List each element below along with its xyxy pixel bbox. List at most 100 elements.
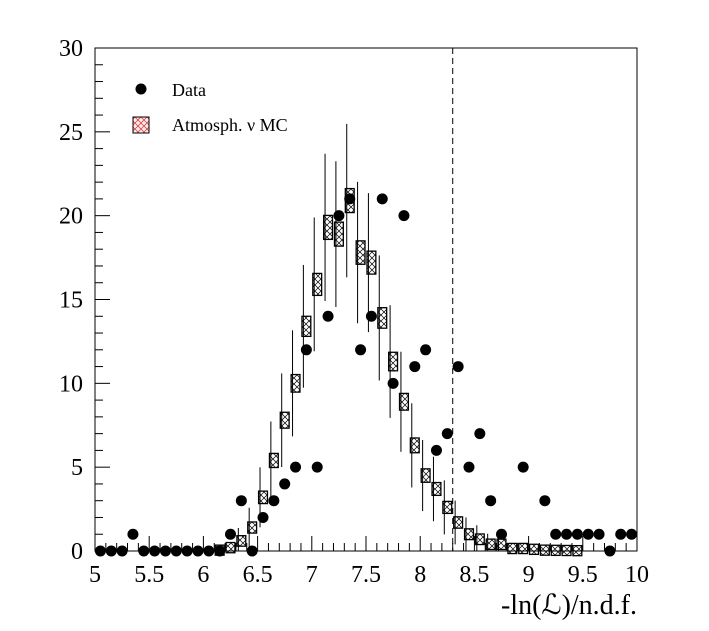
x-tick-label: 9.5: [568, 562, 598, 588]
x-tick-label: 8.5: [459, 562, 489, 588]
mc-box: [257, 490, 269, 505]
legend-mc-label: Atmosph. ν MC: [172, 115, 288, 135]
legend-data-label: Data: [172, 80, 206, 100]
y-tick-label: 30: [59, 36, 83, 62]
y-tick-label: 25: [59, 120, 83, 146]
x-axis-label: -ln(ℒ)/n.d.f.: [501, 590, 637, 621]
data-point: [257, 511, 269, 523]
data-point: [344, 193, 356, 205]
x-tick-label: 10: [625, 562, 649, 588]
data-point: [138, 545, 150, 557]
data-point: [387, 377, 399, 389]
data-point: [214, 545, 226, 557]
y-tick-label: 5: [71, 455, 83, 481]
y-tick-label: 10: [59, 371, 83, 397]
x-tick-label: 9: [523, 562, 535, 588]
mc-box: [268, 452, 279, 469]
data-point: [430, 444, 442, 456]
data-point: [452, 361, 464, 373]
legend-data-marker: [135, 83, 147, 95]
mc-box: [409, 437, 420, 454]
mc-box: [333, 221, 344, 247]
data-point: [203, 545, 215, 557]
data-point: [300, 344, 312, 356]
data-point: [463, 461, 475, 473]
mc-box: [301, 315, 312, 338]
mc-box: [561, 544, 572, 557]
mc-box: [366, 250, 377, 275]
data-point: [290, 461, 302, 473]
data-point: [571, 528, 583, 540]
data-point: [355, 344, 367, 356]
x-tick-label: 5: [89, 562, 101, 588]
data-point: [116, 545, 128, 557]
data-point: [550, 528, 562, 540]
data-point: [365, 310, 377, 322]
data-point: [149, 545, 161, 557]
mc-box: [442, 500, 453, 515]
mc-box: [431, 481, 442, 497]
y-tick-label: 0: [71, 539, 83, 565]
mc-box: [550, 544, 561, 557]
mc-box: [388, 351, 399, 372]
data-point: [268, 495, 280, 507]
data-point: [539, 495, 551, 507]
data-point: [235, 495, 247, 507]
mc-box: [398, 392, 410, 411]
mc-box: [355, 240, 366, 265]
data-point: [496, 528, 507, 540]
mc-box: [528, 543, 540, 556]
mc-box: [485, 538, 496, 551]
data-point: [170, 545, 182, 557]
x-tick-label: 7: [306, 562, 318, 588]
x-tick-label: 8: [414, 562, 426, 588]
legend-mc-marker: [132, 116, 150, 134]
mc-box: [377, 307, 388, 329]
data-point: [192, 545, 204, 557]
x-tick-label: 6: [197, 562, 209, 588]
data-point: [279, 478, 291, 490]
data-point: [593, 528, 605, 540]
x-tick-label: 7.5: [351, 562, 381, 588]
mc-box: [290, 373, 301, 393]
mc-box: [247, 521, 258, 534]
data-point: [474, 428, 486, 440]
mc-box: [225, 541, 236, 554]
mc-box: [507, 542, 518, 555]
data-point: [105, 545, 117, 557]
data-point: [246, 545, 258, 557]
data-point: [398, 210, 410, 222]
data-point: [225, 528, 236, 540]
mc-box: [463, 528, 475, 541]
data-point: [333, 210, 345, 222]
data-point: [582, 528, 594, 540]
mc-box: [236, 535, 247, 547]
x-tick-label: 6.5: [243, 562, 273, 588]
mc-box: [496, 538, 507, 551]
data-point: [626, 528, 638, 540]
data-point: [485, 495, 497, 507]
data-point: [159, 545, 171, 557]
mc-box: [474, 533, 485, 546]
data-point: [376, 193, 388, 205]
data-point: [311, 461, 323, 473]
data-point: [604, 545, 616, 557]
mc-box: [322, 214, 334, 241]
data-point: [615, 528, 627, 540]
data-point: [322, 310, 334, 322]
data-point: [561, 528, 573, 540]
mc-box: [572, 544, 583, 557]
y-tick-label: 20: [59, 204, 83, 230]
data-point: [420, 344, 432, 356]
y-tick-label: 15: [59, 288, 83, 314]
mc-box: [279, 411, 290, 429]
mc-box: [420, 468, 431, 483]
data-point: [517, 461, 529, 473]
x-tick-label: 5.5: [134, 562, 164, 588]
data-point: [127, 528, 139, 540]
mc-box: [539, 544, 550, 556]
mc-box: [518, 542, 529, 555]
data-point: [94, 545, 106, 557]
